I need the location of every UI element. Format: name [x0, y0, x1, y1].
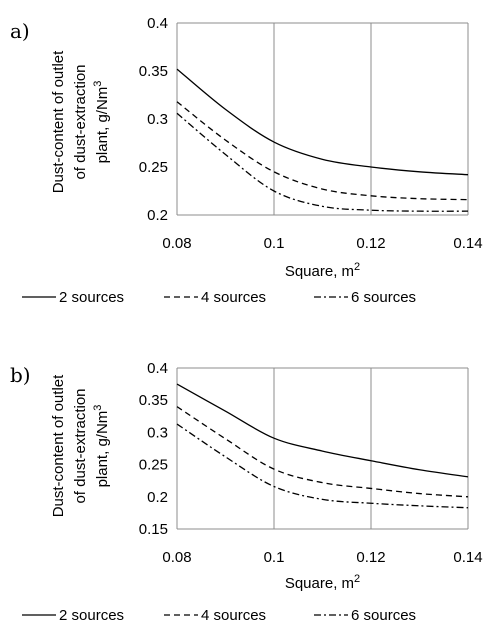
- y-axis-title-line: Dust-content of outlet: [50, 374, 67, 517]
- y-tick-label: 0.2: [147, 489, 168, 506]
- y-tick-label: 0.15: [139, 521, 168, 538]
- y-axis-title-line: plant, g/Nm3: [92, 81, 111, 164]
- panel-label: b): [10, 363, 31, 387]
- chart-panel-a: a) 0.2 0.25 0.3 0.35 0.4 0.08 0.1 0.12 0.14 Square…: [10, 15, 483, 306]
- chart-panel-b: b) 0.15 0.2 0.25 0.3 0.35 0.4 0.08 0.1 0.12 0.14 Sq…: [10, 360, 483, 624]
- x-axis-title: Square, m2: [285, 573, 360, 592]
- series-line-2-sources: [176, 68, 469, 176]
- x-tick-label: 0.14: [453, 549, 482, 566]
- x-tick-label: 0.14: [453, 235, 482, 252]
- y-axis-title-line: Dust-content of outlet: [50, 50, 67, 193]
- x-tick-label: 0.12: [356, 549, 385, 566]
- y-tick-label: 0.3: [147, 424, 168, 441]
- y-tick-label: 0.2: [147, 207, 168, 224]
- y-tick-label: 0.25: [139, 159, 168, 176]
- series-line-4-sources: [176, 101, 469, 201]
- y-axis-title-line: of dust-extraction: [72, 64, 89, 179]
- y-tick-label: 0.35: [139, 63, 168, 80]
- panel-label: a): [10, 19, 30, 43]
- x-tick-label: 0.1: [264, 235, 285, 252]
- series-line-4-sources: [176, 406, 469, 498]
- y-tick-label: 0.3: [147, 111, 168, 128]
- series-line-2-sources: [176, 383, 469, 478]
- series-line-6-sources: [176, 423, 469, 509]
- x-tick-label: 0.1: [264, 549, 285, 566]
- x-tick-label: 0.08: [162, 549, 191, 566]
- y-axis-title: Dust-content of outlet of dust-extraction…: [50, 50, 111, 193]
- y-tick-label: 0.25: [139, 457, 168, 474]
- legend-label: 2 sources: [59, 607, 124, 624]
- legend-label: 6 sources: [351, 289, 416, 306]
- legend-label: 4 sources: [201, 289, 266, 306]
- legend-label: 6 sources: [351, 607, 416, 624]
- x-axis-title: Square, m2: [285, 261, 360, 280]
- series-line-6-sources: [176, 112, 469, 212]
- y-axis-title: Dust-content of outlet of dust-extraction…: [50, 374, 111, 517]
- legend-label: 2 sources: [59, 289, 124, 306]
- y-axis-title-line: plant, g/Nm3: [92, 405, 111, 488]
- legend-label: 4 sources: [201, 607, 266, 624]
- x-tick-label: 0.12: [356, 235, 385, 252]
- y-tick-label: 0.4: [147, 360, 168, 377]
- y-tick-label: 0.4: [147, 15, 168, 32]
- y-tick-label: 0.35: [139, 392, 168, 409]
- x-tick-label: 0.08: [162, 235, 191, 252]
- y-axis-title-line: of dust-extraction: [72, 388, 89, 503]
